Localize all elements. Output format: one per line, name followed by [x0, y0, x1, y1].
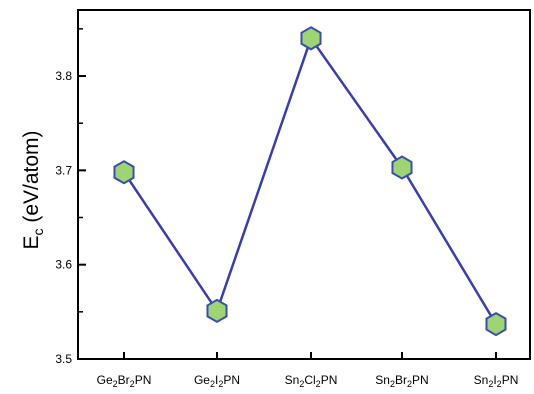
x-tick-label-1-base: Ge: [194, 373, 210, 387]
x-tick-label-4-tail: PN: [502, 373, 519, 387]
y-tick-label-1: 3.6: [55, 258, 72, 272]
x-tick-label-3-tail: PN: [412, 373, 429, 387]
x-tick-label-4-base: Sn: [474, 373, 489, 387]
x-tick-label-1-tail: PN: [223, 373, 240, 387]
x-tick-label-2: Sn2Cl2PN: [285, 373, 338, 389]
x-tick-label-0-base: Ge: [97, 373, 113, 387]
x-axis: Ge2Br2PN Ge2I2PN Sn2Cl2PN Sn2Br2PN Sn2I2PN: [97, 352, 519, 389]
x-tick-label-2-tail: PN: [321, 373, 338, 387]
data-point-3: [391, 155, 413, 180]
x-tick-label-2-s2: 2: [316, 379, 321, 389]
y-tick-label-0: 3.5: [55, 352, 72, 366]
x-tick-label-0-s1: 2: [113, 379, 118, 389]
x-tick-label-2-mid: Cl: [304, 373, 315, 387]
series-markers: [113, 26, 507, 337]
x-tick-label-2-base: Sn: [285, 373, 300, 387]
data-point-1: [206, 298, 228, 324]
x-tick-label-4-s2: 2: [497, 379, 502, 389]
y-tick-label-3: 3.8: [55, 69, 72, 83]
y-tick-label-2: 3.7: [55, 163, 72, 177]
x-tick-label-1-s2: 2: [218, 379, 223, 389]
x-tick-label-0: Ge2Br2PN: [97, 373, 152, 389]
x-tick-label-4-s1: 2: [488, 379, 493, 389]
x-tick-label-1: Ge2I2PN: [194, 373, 240, 389]
x-tick-label-3-s2: 2: [407, 379, 412, 389]
x-tick-label-3-s1: 2: [390, 379, 395, 389]
x-tick-label-3-mid: Br: [395, 373, 407, 387]
data-point-4: [485, 311, 507, 337]
x-tick-label-0-mid: Br: [118, 373, 130, 387]
x-tick-label-0-tail: PN: [135, 373, 152, 387]
x-tick-label-3: Sn2Br2PN: [375, 373, 428, 389]
x-tick-label-2-s1: 2: [299, 379, 304, 389]
data-point-2: [300, 26, 322, 51]
x-tick-label-3-base: Sn: [375, 373, 390, 387]
series-polyline: [122, 35, 498, 325]
y-axis-title-subscript: c: [30, 229, 46, 236]
x-tick-label-0-s2: 2: [130, 379, 135, 389]
x-tick-label-1-mid: I: [215, 373, 218, 387]
data-point-0: [113, 160, 135, 185]
y-axis-title: Ec (eV/atom): [20, 130, 46, 249]
x-tick-label-4-mid: I: [493, 373, 496, 387]
y-axis-title-main: E: [20, 236, 43, 250]
series-line: [122, 35, 498, 325]
x-tick-label-1-s1: 2: [210, 379, 215, 389]
x-tick-label-4: Sn2I2PN: [474, 373, 519, 389]
y-axis: 3.5 3.6 3.7 3.8: [55, 28, 86, 366]
plot-frame: [77, 9, 531, 360]
y-axis-title-unit: (eV/atom): [20, 130, 43, 228]
